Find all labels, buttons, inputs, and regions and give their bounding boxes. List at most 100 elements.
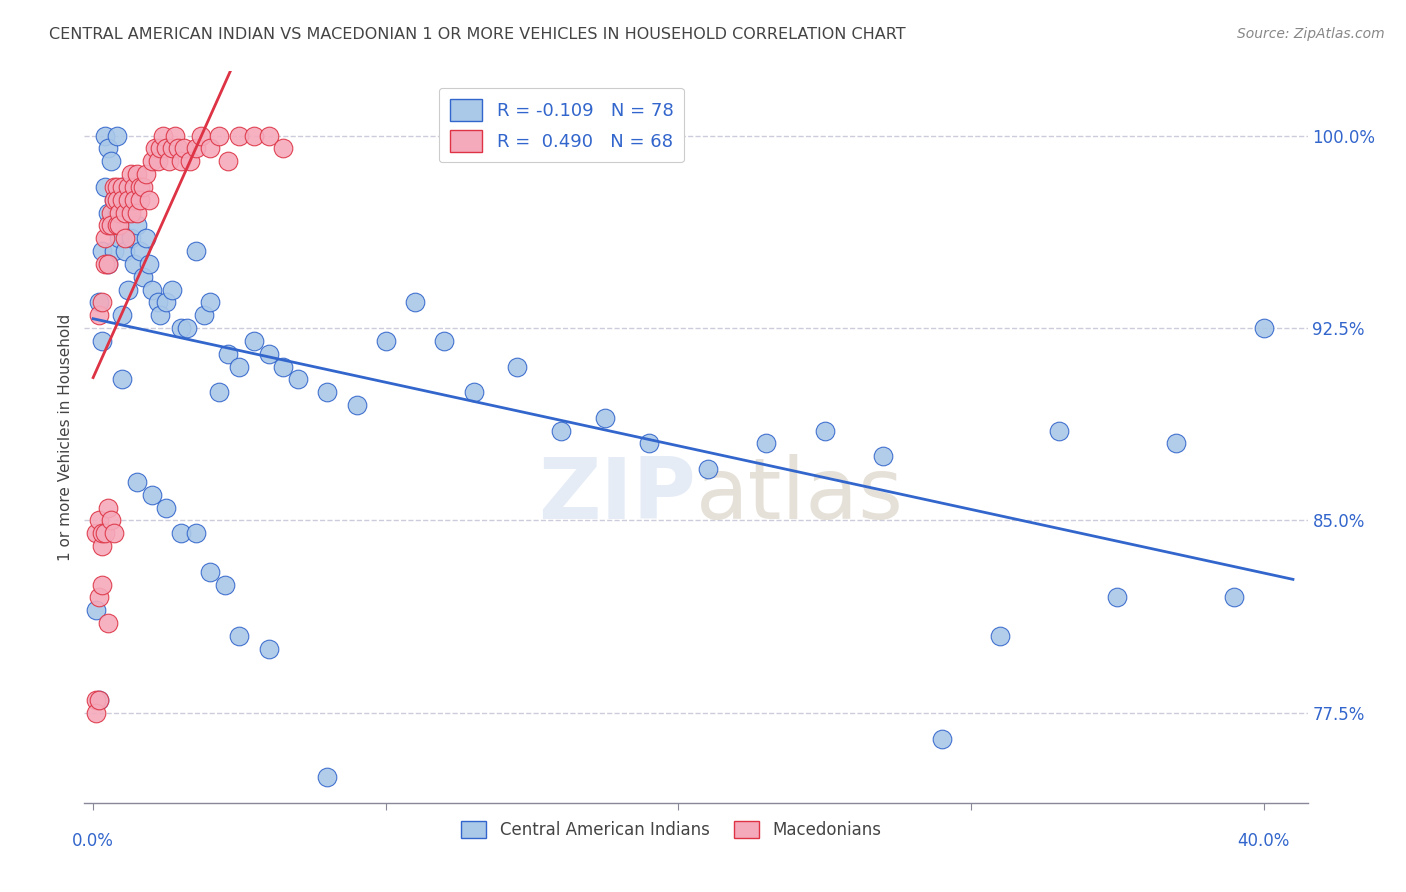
Point [141, 488, 163, 502]
Point [90, 244, 112, 258]
Point [170, 321, 193, 335]
Point [170, 154, 193, 169]
Point [184, 141, 207, 155]
Point [125, 167, 148, 181]
Point [90, 295, 112, 310]
Point [152, 128, 174, 143]
Point [433, 334, 456, 348]
Point [84, 693, 107, 707]
Text: ZIP: ZIP [538, 454, 696, 537]
Point [167, 141, 190, 155]
Point [100, 514, 122, 528]
Point [208, 385, 231, 400]
Point [316, 385, 339, 400]
Point [170, 526, 193, 541]
Point [111, 308, 134, 322]
Point [1253, 321, 1275, 335]
Point [97, 205, 120, 219]
Point [117, 193, 139, 207]
Point [105, 128, 128, 143]
Point [160, 283, 183, 297]
Point [755, 436, 778, 450]
Point [97, 219, 120, 233]
Point [155, 141, 177, 155]
Point [105, 193, 128, 207]
Text: Source: ZipAtlas.com: Source: ZipAtlas.com [1237, 27, 1385, 41]
Point [111, 179, 134, 194]
Point [129, 193, 152, 207]
Point [125, 475, 148, 489]
Point [173, 141, 195, 155]
Point [273, 141, 295, 155]
Y-axis label: 1 or more Vehicles in Household: 1 or more Vehicles in Household [58, 313, 73, 561]
Text: CENTRAL AMERICAN INDIAN VS MACEDONIAN 1 OR MORE VEHICLES IN HOUSEHOLD CORRELATIO: CENTRAL AMERICAN INDIAN VS MACEDONIAN 1 … [49, 27, 905, 42]
Point [97, 257, 120, 271]
Point [117, 283, 139, 297]
Point [129, 179, 152, 194]
Point [872, 450, 894, 464]
Point [141, 283, 163, 297]
Point [217, 346, 239, 360]
Point [97, 141, 120, 155]
Point [184, 526, 207, 541]
Point [146, 295, 169, 310]
Point [90, 539, 112, 553]
Point [94, 526, 117, 541]
Point [132, 179, 155, 194]
Point [135, 231, 157, 245]
Point [114, 205, 136, 219]
Point [217, 154, 239, 169]
Point [94, 231, 117, 245]
Point [190, 128, 212, 143]
Point [184, 244, 207, 258]
Point [696, 462, 718, 476]
Point [103, 526, 125, 541]
Point [257, 346, 280, 360]
Point [90, 577, 112, 591]
Point [122, 257, 145, 271]
Point [120, 167, 142, 181]
Point [108, 231, 131, 245]
Point [931, 731, 953, 746]
Legend: Central American Indians, Macedonians: Central American Indians, Macedonians [454, 814, 889, 846]
Point [138, 257, 160, 271]
Point [87, 295, 110, 310]
Point [155, 500, 177, 515]
Point [117, 179, 139, 194]
Point [120, 231, 142, 245]
Point [94, 128, 117, 143]
Point [257, 641, 280, 656]
Point [198, 141, 221, 155]
Point [111, 179, 134, 194]
Point [243, 334, 266, 348]
Point [122, 193, 145, 207]
Point [125, 219, 148, 233]
Point [179, 154, 201, 169]
Point [132, 269, 155, 284]
Point [160, 141, 183, 155]
Point [243, 128, 266, 143]
Point [114, 231, 136, 245]
Point [97, 500, 120, 515]
Point [228, 128, 250, 143]
Point [122, 179, 145, 194]
Point [105, 205, 128, 219]
Point [1047, 424, 1070, 438]
Point [111, 193, 134, 207]
Point [100, 219, 122, 233]
Point [988, 629, 1011, 643]
Point [374, 334, 396, 348]
Point [97, 257, 120, 271]
Point [138, 193, 160, 207]
Point [176, 321, 198, 335]
Point [463, 385, 485, 400]
Point [105, 179, 128, 194]
Text: atlas: atlas [696, 454, 904, 537]
Point [404, 295, 426, 310]
Point [103, 193, 125, 207]
Point [90, 334, 112, 348]
Point [108, 219, 131, 233]
Point [1223, 591, 1246, 605]
Point [638, 436, 661, 450]
Point [257, 128, 280, 143]
